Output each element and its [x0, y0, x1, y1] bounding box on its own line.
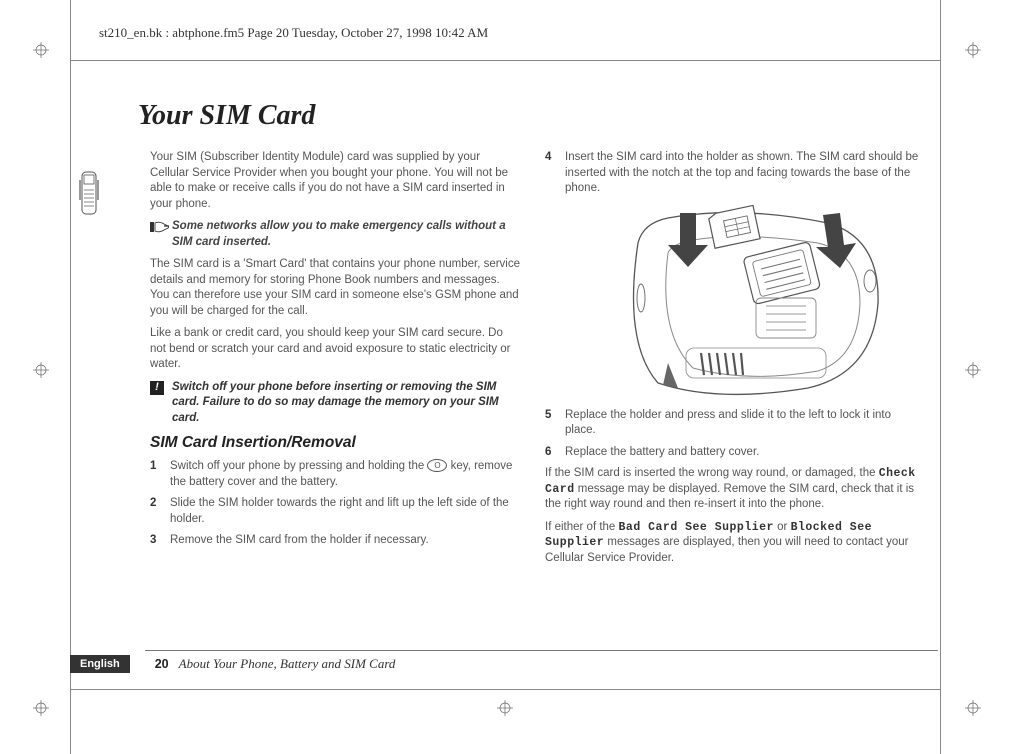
step-num: 1: [150, 459, 170, 490]
p5b: or: [774, 521, 791, 533]
p4b: message may be displayed. Remove the SIM…: [545, 483, 914, 511]
step-2: 2 Slide the SIM holder towards the right…: [150, 496, 520, 527]
step-1: 1 Switch off your phone by pressing and …: [150, 459, 520, 490]
footer-language-badge: English: [70, 655, 130, 673]
note-text: Some networks allow you to make emergenc…: [172, 219, 520, 250]
subheading: SIM Card Insertion/Removal: [150, 433, 520, 454]
step-num: 2: [150, 496, 170, 527]
step-text: Slide the SIM holder towards the right a…: [170, 496, 520, 527]
step-text: Switch off your phone by pressing and ho…: [170, 459, 520, 490]
badcard-para: If either of the Bad Card See Supplier o…: [545, 520, 920, 567]
step-text: Replace the battery and battery cover.: [565, 445, 759, 461]
left-column: Your SIM (Subscriber Identity Module) ca…: [150, 150, 520, 555]
intro-para: Your SIM (Subscriber Identity Module) ca…: [150, 150, 520, 212]
footer-rule: [145, 650, 938, 651]
page-footer: English 20 About Your Phone, Battery and…: [70, 655, 940, 673]
step-5: 5 Replace the holder and press and slide…: [545, 408, 920, 439]
p4a: If the SIM card is inserted the wrong wa…: [545, 467, 879, 479]
smartcard-para: The SIM card is a 'Smart Card' that cont…: [150, 257, 520, 319]
step1-part-a: Switch off your phone by pressing and ho…: [170, 460, 427, 472]
right-column: 4 Insert the SIM card into the holder as…: [545, 150, 920, 573]
crop-mark: [965, 700, 981, 716]
crop-mark: [965, 362, 981, 378]
caution-text: Switch off your phone before inserting o…: [172, 380, 520, 427]
step-4: 4 Insert the SIM card into the holder as…: [545, 150, 920, 197]
crop-mark: [33, 700, 49, 716]
caution-icon: !: [150, 380, 172, 427]
crop-mark: [497, 700, 513, 716]
caution-block: ! Switch off your phone before inserting…: [150, 380, 520, 427]
note-block: Some networks allow you to make emergenc…: [150, 219, 520, 250]
page-title: Your SIM Card: [138, 100, 315, 132]
secure-para: Like a bank or credit card, you should k…: [150, 326, 520, 373]
running-header: st210_en.bk : abtphone.fm5 Page 20 Tuesd…: [99, 25, 488, 41]
footer-section-title: About Your Phone, Battery and SIM Card: [179, 656, 396, 672]
step-num: 3: [150, 533, 170, 549]
step-text: Remove the SIM card from the holder if n…: [170, 533, 429, 549]
crop-mark: [965, 42, 981, 58]
footer-page-number: 20: [155, 657, 169, 671]
step-text: Replace the holder and press and slide i…: [565, 408, 920, 439]
lcd-badcard: Bad Card See Supplier: [619, 521, 774, 534]
step-3: 3 Remove the SIM card from the holder if…: [150, 533, 520, 549]
crop-mark: [33, 42, 49, 58]
step-num: 4: [545, 150, 565, 197]
sim-insertion-illustration: [568, 203, 898, 398]
step-6: 6 Replace the battery and battery cover.: [545, 445, 920, 461]
step-text: Insert the SIM card into the holder as s…: [565, 150, 920, 197]
step-num: 5: [545, 408, 565, 439]
note-hand-icon: [150, 219, 172, 250]
step-num: 6: [545, 445, 565, 461]
key-o-icon: O: [427, 459, 447, 472]
crop-mark: [33, 362, 49, 378]
frame-vline-right: [940, 0, 941, 754]
phone-sidebar-icon: [78, 170, 102, 220]
p5a: If either of the: [545, 521, 619, 533]
checkcard-para: If the SIM card is inserted the wrong wa…: [545, 466, 920, 513]
